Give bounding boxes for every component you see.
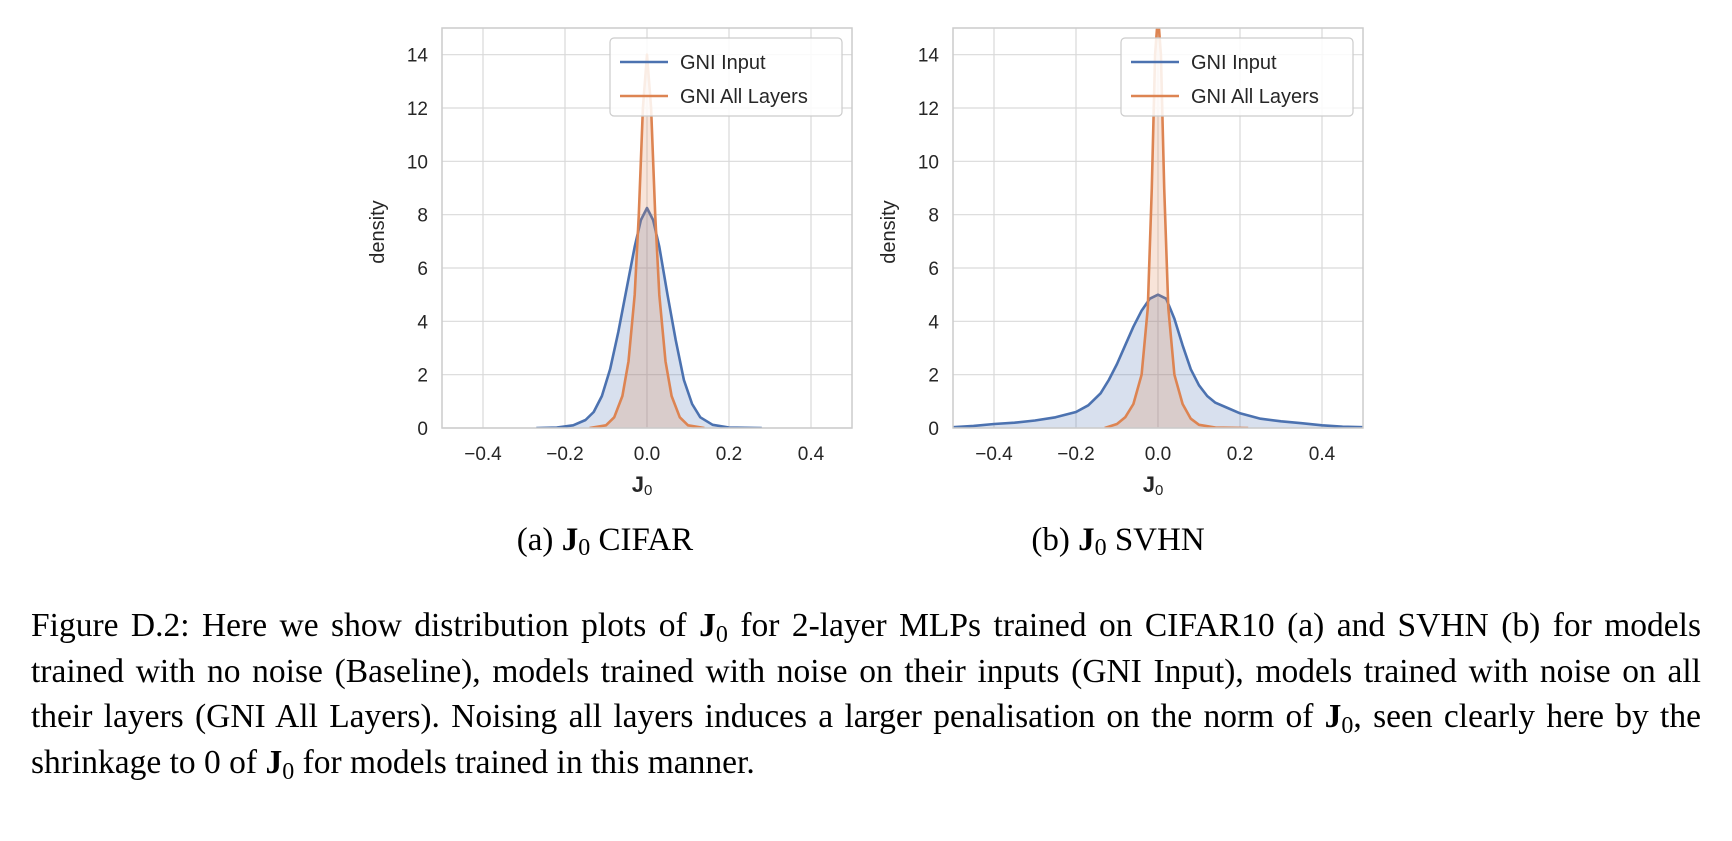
caption-line1-end: for 2-layer MLPs trained on CIFAR10 (a) … — [727, 607, 1386, 644]
sub-caption-prefix: (b) — [1031, 522, 1078, 558]
x-axis-label-symbol: J — [1143, 472, 1155, 497]
y-tick-label: 14 — [918, 46, 940, 67]
sub-caption: (b) J0 SVHN — [1031, 522, 1205, 561]
x-axis-label-symbol: J — [632, 472, 644, 497]
y-tick-label: 0 — [417, 419, 428, 440]
y-tick-label: 0 — [928, 419, 939, 440]
caption-line4-start: induces a larger penalisation on the nor… — [704, 698, 1325, 735]
density-line-gni-all-layers — [1104, 28, 1249, 428]
x-axis-label: J0 — [632, 472, 653, 499]
caption-line4-mid: , seen clearly here by the shrinkage to … — [31, 698, 1701, 781]
caption-symbol: J — [265, 743, 283, 781]
legend-label: GNI Input — [680, 52, 766, 74]
caption-symbol: J — [1324, 698, 1342, 735]
x-axis-label: J0 — [1143, 472, 1164, 499]
y-tick-label: 4 — [928, 312, 939, 333]
legend: GNI Input GNI All Layers — [1120, 37, 1354, 117]
x-tick-label: −0.4 — [975, 444, 1013, 465]
panel-a: −0.4 −0.2 0.0 0.2 0.402468101214J0densityGNI… — [367, 27, 853, 561]
x-tick-label: 0.4 — [1309, 444, 1336, 465]
caption-line4-end: for — [294, 743, 342, 781]
y-tick-label: 8 — [928, 206, 939, 227]
sub-caption: (a) J0 CIFAR — [517, 522, 693, 561]
legend-label: GNI Input — [1191, 52, 1277, 74]
y-tick-label: 12 — [918, 99, 939, 120]
x-tick-label: −0.2 — [1057, 444, 1095, 465]
y-axis-label: density — [367, 200, 389, 263]
density-area-gni-all-layers — [589, 54, 705, 428]
x-tick-label: 0.0 — [1145, 444, 1171, 465]
y-tick-label: 10 — [407, 152, 428, 173]
y-tick-label: 8 — [417, 206, 428, 227]
sub-caption-suffix: SVHN — [1107, 522, 1205, 558]
x-axis-label-sub: 0 — [644, 482, 652, 499]
caption-line1-start: Figure D.2: Here we show distribution pl… — [31, 607, 700, 644]
plot-frame — [441, 27, 853, 429]
density-area-gni-input — [536, 208, 762, 428]
y-tick-label: 14 — [407, 46, 429, 67]
x-tick-label: 0.4 — [798, 444, 825, 465]
x-tick-label: −0.4 — [464, 444, 502, 465]
density-area-gni-input — [953, 294, 1363, 428]
plot-frame — [952, 27, 1364, 429]
y-tick-label: 10 — [918, 152, 939, 173]
y-tick-label: 6 — [417, 259, 428, 280]
legend-label: GNI All Layers — [1191, 86, 1319, 108]
caption-symbol-sub: 0 — [715, 622, 728, 648]
sub-caption-symbol: J — [1078, 522, 1095, 558]
caption-symbol-sub: 0 — [282, 758, 295, 785]
caption-line2: SVHN (b) for models trained with no nois… — [31, 607, 1701, 690]
caption-symbol-sub: 0 — [1341, 713, 1354, 739]
legend: GNI Input GNI All Layers — [609, 37, 843, 117]
sub-caption-prefix: (a) — [517, 522, 562, 558]
sub-caption-symbol: J — [562, 522, 579, 558]
legend-label: GNI All Layers — [680, 86, 808, 108]
sub-caption-symbol-sub: 0 — [1095, 535, 1107, 561]
density-line-gni-input — [536, 206, 762, 428]
caption-line5: models trained in this manner. — [350, 743, 755, 781]
panel-b: −0.4 −0.2 0.0 0.2 0.402468101214J0densityGNI… — [878, 27, 1364, 561]
y-axis-label: density — [878, 200, 900, 263]
y-tick-label: 12 — [407, 99, 428, 120]
sub-caption-symbol-sub: 0 — [578, 535, 590, 561]
caption-line3: (GNI Input), models trained with noise o… — [31, 652, 1701, 736]
plot-area — [953, 28, 1363, 428]
y-tick-label: 2 — [928, 366, 939, 387]
x-axis-label-sub: 0 — [1155, 482, 1163, 499]
figure: −0.4 −0.2 0.0 0.2 0.402468101214J0densityGNI… — [367, 27, 1364, 561]
y-tick-label: 4 — [417, 312, 428, 333]
x-tick-label: 0.2 — [716, 444, 742, 465]
x-tick-label: 0.2 — [1227, 444, 1253, 465]
density-line-gni-input — [953, 293, 1363, 428]
sub-caption-suffix: CIFAR — [590, 522, 693, 558]
caption-symbol: J — [699, 607, 716, 644]
y-tick-label: 2 — [417, 366, 428, 387]
x-tick-label: −0.2 — [546, 444, 584, 465]
figure-caption: Figure D.2: Here we show distribution pl… — [31, 603, 1701, 785]
y-tick-label: 6 — [928, 259, 939, 280]
x-tick-label: 0.0 — [634, 444, 660, 465]
